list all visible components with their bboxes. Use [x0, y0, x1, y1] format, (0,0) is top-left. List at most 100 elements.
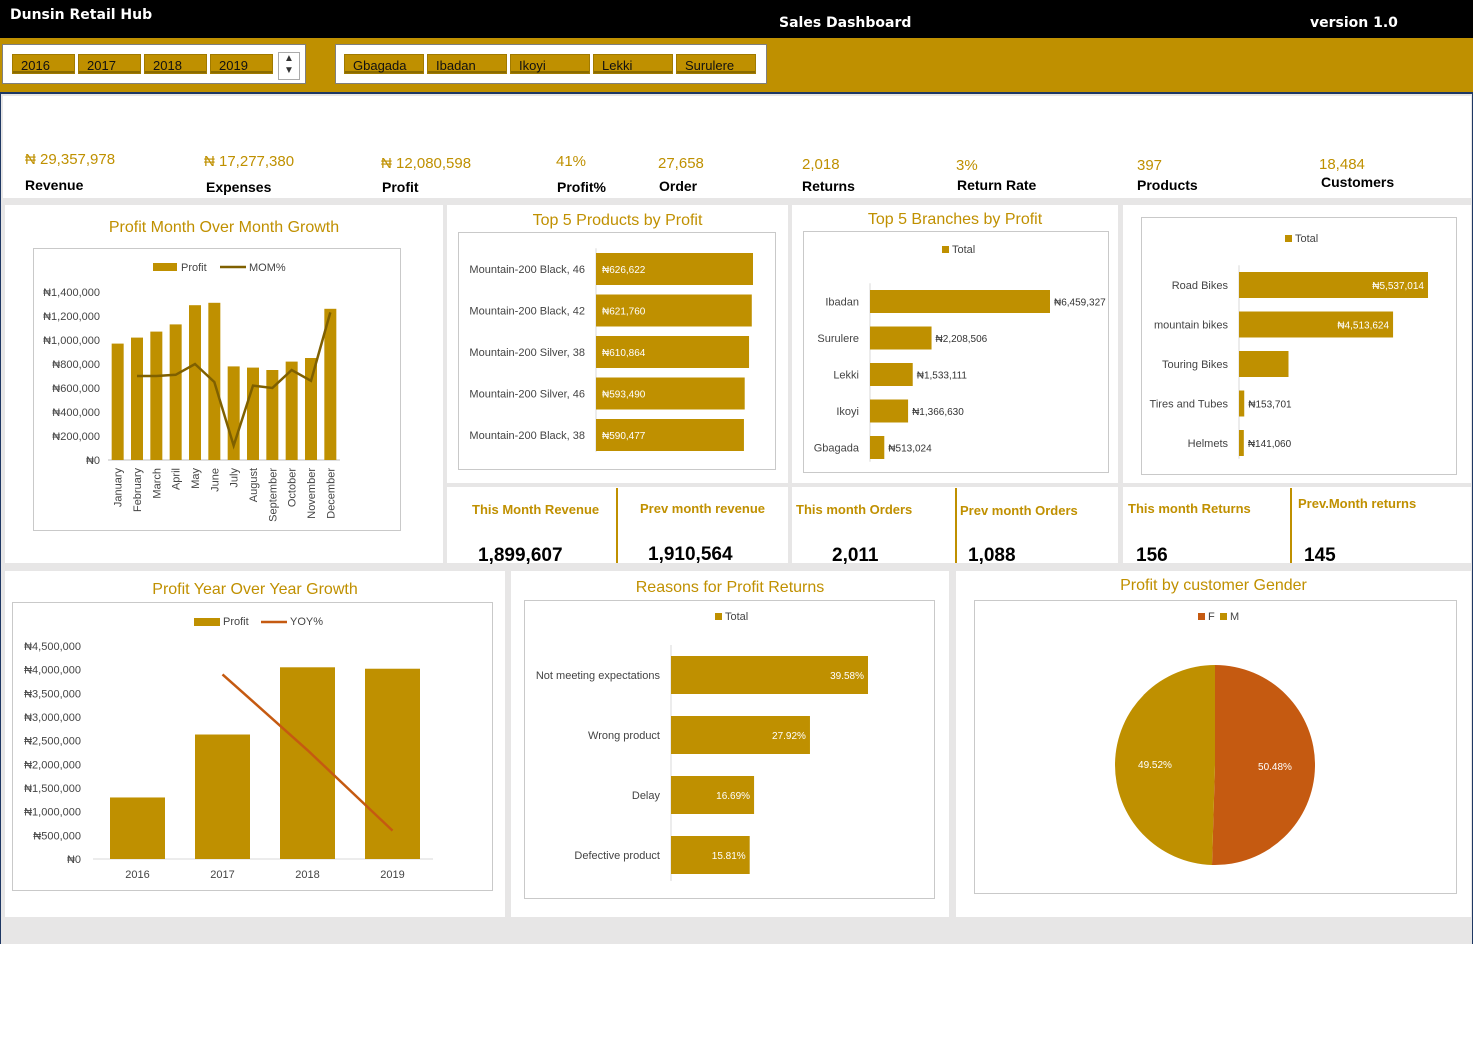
- category-panel: Total Road Bikes ₦5,537,014 mountain bikes ₦…: [1123, 205, 1471, 483]
- yoy-chart-title: Profit Year Over Year Growth: [152, 581, 358, 598]
- year-button-2016[interactable]: 2016: [12, 54, 75, 74]
- mom-x-tick: October: [287, 468, 299, 507]
- reasons-data-label: 15.81%: [712, 851, 746, 862]
- products-data-label: ₦590,477: [602, 431, 646, 442]
- chevron-down-icon[interactable]: ▼: [284, 65, 294, 76]
- dashboard-title: Sales Dashboard: [779, 15, 912, 31]
- this-month-returns-title: This month Returns: [1128, 501, 1251, 516]
- prev-month-returns-value: 145: [1304, 545, 1336, 566]
- branches-bar: [870, 326, 932, 350]
- branches-category-label: Surulere: [817, 333, 859, 345]
- mom-x-tick: November: [306, 468, 318, 519]
- mom-y-tick: ₦1,000,000: [43, 335, 100, 347]
- kpi-profit-pct-label: Profit%: [557, 179, 606, 195]
- slicer-scroll-spinner[interactable]: ▲ ▼: [278, 52, 300, 80]
- prev-month-orders-value: 1,088: [968, 545, 1016, 566]
- branches-data-label: ₦2,208,506: [936, 334, 988, 345]
- returns-cards-panel: This month Returns 156 Prev.Month return…: [1123, 487, 1471, 566]
- mom-chart-box: ₦0 ₦200,000 ₦400,000 ₦600,000 ₦800,000 ₦1,000…: [33, 248, 401, 531]
- yoy-y-tick: ₦3,000,000: [24, 712, 81, 724]
- reasons-legend-swatch: [715, 613, 722, 620]
- app-name: Dunsin Retail Hub: [10, 7, 153, 23]
- kpi-return-rate-value: 3%: [956, 157, 978, 174]
- branch-button-ibadan[interactable]: Ibadan: [427, 54, 507, 74]
- mom-x-tick: May: [190, 468, 202, 489]
- branch-button-gbagada[interactable]: Gbagada: [344, 54, 424, 74]
- reasons-category-label: Wrong product: [588, 730, 660, 742]
- reasons-bar: [671, 836, 750, 874]
- year-button-2018[interactable]: 2018: [144, 54, 207, 74]
- kpi-products-label: Products: [1137, 177, 1198, 193]
- branch-slicer: Gbagada Ibadan Ikoyi Lekki Surulere: [335, 44, 767, 84]
- mom-legend-profit-swatch: [153, 263, 177, 271]
- pie-legend-m-label: M: [1230, 611, 1239, 623]
- yoy-legend-profit-swatch: [194, 618, 220, 626]
- yoy-panel: Profit Year Over Year Growth ₦0 ₦500,000 ₦…: [5, 571, 505, 917]
- year-button-2017[interactable]: 2017: [78, 54, 141, 74]
- products-chart-title: Top 5 Products by Profit: [532, 212, 703, 229]
- pie-legend-f-swatch: [1198, 613, 1205, 620]
- products-bar: [596, 419, 744, 451]
- reasons-chart: Total Not meeting expectations 39.58% Wrong…: [536, 611, 868, 881]
- reasons-category-label: Not meeting expectations: [536, 670, 661, 682]
- chevron-up-icon[interactable]: ▲: [284, 53, 294, 64]
- branches-bar: [870, 290, 1050, 313]
- version-label: version 1.0: [1310, 15, 1398, 31]
- mom-y-tick: ₦600,000: [52, 383, 100, 395]
- yoy-x-tick: 2019: [380, 869, 404, 881]
- branch-button-surulere[interactable]: Surulere: [676, 54, 756, 74]
- branches-category-label: Ikoyi: [836, 406, 859, 418]
- prev-month-revenue-title: Prev month revenue: [640, 501, 765, 516]
- yoy-profit-bar: [110, 797, 165, 859]
- kpi-customers-label: Customers: [1321, 174, 1395, 190]
- branches-data-label: ₦1,533,111: [917, 371, 968, 382]
- mom-x-tick: April: [171, 468, 183, 490]
- kpi-returns-label: Returns: [802, 178, 855, 194]
- branches-data-label: ₦6,459,327: [1054, 298, 1106, 309]
- yoy-x-tick: 2016: [125, 869, 149, 881]
- category-data-label: ₦4,513,624: [1337, 321, 1389, 332]
- mom-profit-bar: [150, 331, 163, 460]
- mom-legend-mom-label: MOM%: [249, 262, 286, 274]
- yoy-pct-line: [221, 673, 394, 832]
- year-button-2019[interactable]: 2019: [210, 54, 273, 74]
- pie-slice: [1211, 665, 1315, 865]
- gender-chart: 50.48% 49.52% F M: [1115, 611, 1315, 865]
- mom-chart-title: Profit Month Over Month Growth: [108, 219, 340, 236]
- mom-legend-profit-label: Profit: [181, 262, 207, 274]
- mom-x-tick: September: [267, 468, 279, 522]
- products-data-label: ₦621,760: [602, 307, 646, 318]
- yoy-profit-bar: [365, 668, 420, 859]
- products-panel: Top 5 Products by Profit Mountain-200 Bl…: [447, 205, 788, 483]
- mom-profit-bar: [285, 361, 298, 460]
- gender-panel: Profit by customer Gender 50.48% 49.52% F M: [956, 571, 1471, 917]
- branches-bar: [870, 363, 913, 386]
- revenue-cards-panel: This Month Revenue 1,899,607 Prev month …: [447, 487, 788, 566]
- reasons-chart-title: Reasons for Profit Returns: [635, 579, 825, 596]
- products-chart-box: Mountain-200 Black, 46 ₦626,622 Mountain-2…: [458, 232, 776, 470]
- products-category-label: Mountain-200 Black, 38: [469, 430, 585, 442]
- mom-profit-bar: [305, 358, 317, 460]
- mom-profit-bar: [189, 305, 201, 460]
- prev-month-returns-title: Prev.Month returns: [1298, 496, 1417, 511]
- pie-legend-f-label: F: [1208, 611, 1215, 623]
- pie-data-label: 49.52%: [1138, 760, 1172, 771]
- kpi-profit-pct-value: 41%: [556, 153, 587, 170]
- yoy-x-tick: 2017: [210, 869, 234, 881]
- yoy-y-tick: ₦2,000,000: [24, 759, 81, 771]
- kpi-revenue-label: Revenue: [25, 177, 84, 193]
- branches-data-label: ₦513,024: [888, 444, 932, 455]
- mom-panel: Profit Month Over Month Growth ₦0 ₦200,00…: [5, 205, 443, 563]
- kpi-strip: ₦ 29,357,978 Revenue ₦ 17,277,380 Expens…: [3, 96, 1471, 198]
- category-legend-label: Total: [1295, 233, 1318, 245]
- branch-button-lekki[interactable]: Lekki: [593, 54, 673, 74]
- branch-button-ikoyi[interactable]: Ikoyi: [510, 54, 590, 74]
- this-month-orders-value: 2,011: [832, 545, 879, 566]
- branches-legend-swatch: [942, 246, 949, 253]
- this-month-orders-title: This month Orders: [796, 502, 913, 517]
- branches-bar: [870, 436, 885, 459]
- orders-cards-panel: This month Orders 2,011 Prev month Order…: [792, 487, 1118, 566]
- category-category-label: Road Bikes: [1172, 280, 1229, 292]
- branches-category-label: Ibadan: [825, 297, 859, 309]
- mom-y-tick: ₦800,000: [52, 359, 100, 371]
